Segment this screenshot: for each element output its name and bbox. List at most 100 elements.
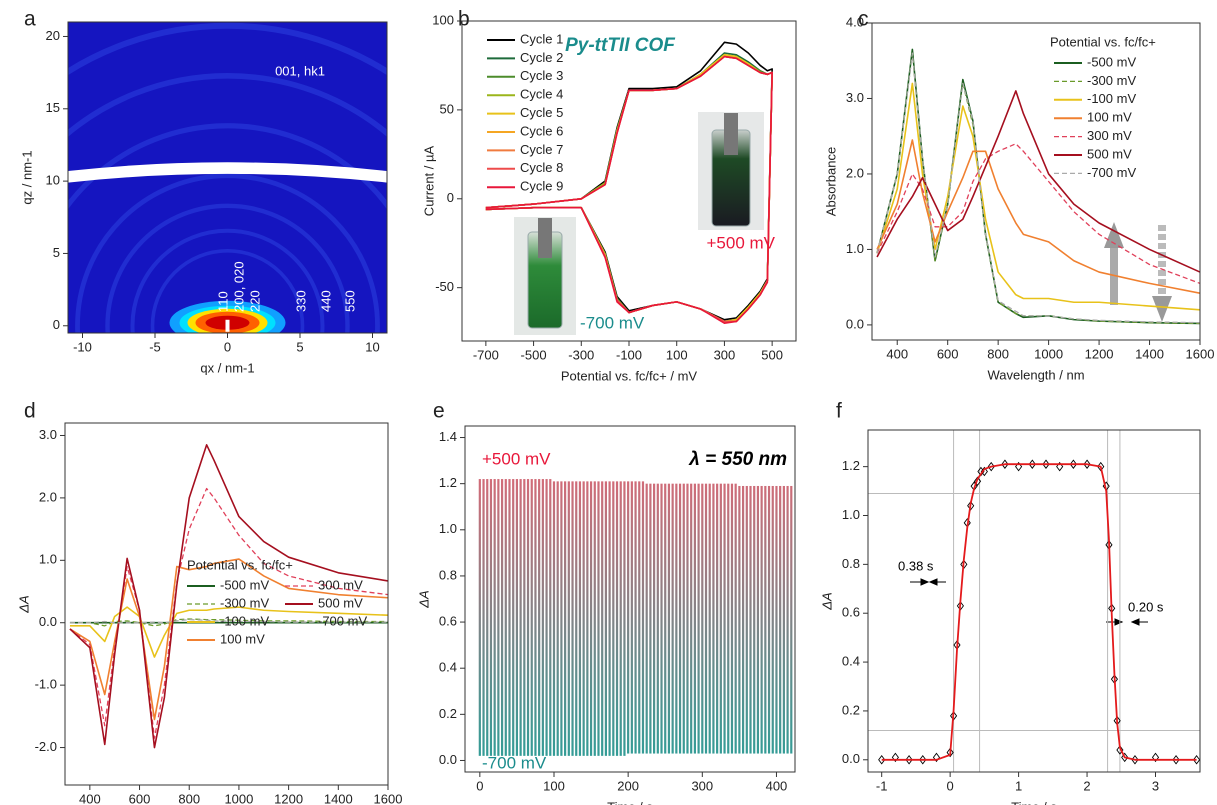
- cycle-bar: [564, 481, 567, 756]
- y-tick-label: 0.2: [439, 706, 457, 721]
- x-axis-label: Time / s: [1011, 799, 1057, 805]
- y-axis-label: ΔA: [16, 595, 31, 613]
- legend-label: -300 mV: [220, 595, 269, 610]
- y-tick-label: 0.4: [842, 654, 860, 669]
- cycle-bar: [690, 483, 693, 754]
- x-tick-label: 0: [947, 778, 954, 793]
- data-point: [919, 755, 927, 765]
- data-point: [1151, 752, 1160, 763]
- cycle-bar: [727, 483, 730, 754]
- scattering-ring: [68, 73, 387, 137]
- cycle-bar: [627, 481, 630, 754]
- legend-title: Potential vs. fc/fc+: [1050, 34, 1156, 49]
- cycle-bar: [619, 481, 622, 756]
- y-tick-label: -50: [435, 279, 454, 294]
- y-tick-label: 5: [53, 245, 60, 260]
- y-tick-label: 1.4: [439, 429, 457, 444]
- legend-label: -500 mV: [220, 577, 269, 592]
- beamstop: [225, 319, 230, 332]
- panel-letter: f: [836, 400, 842, 423]
- cycle-bar: [786, 485, 789, 754]
- plot-area: [478, 479, 793, 756]
- cycle-bar: [760, 485, 763, 754]
- y-tick-label: 100: [432, 12, 454, 27]
- x-tick-label: -100: [616, 347, 642, 362]
- data-point: [905, 755, 913, 765]
- y-tick-label: -1.0: [35, 677, 57, 692]
- cycle-bar: [771, 485, 774, 754]
- panel: 0 100 200 300 400 0.0 0.2 0.4 0.6 0.8 1.0 1.2 1.4 Tim…: [416, 400, 796, 805]
- legend-label: -300 mV: [1087, 73, 1136, 88]
- data-point: [1193, 755, 1200, 765]
- vial-photo: [514, 112, 764, 335]
- cycle-bar: [738, 485, 741, 754]
- y-tick-label: 0.8: [842, 556, 860, 571]
- y-tick-label: 1.0: [842, 507, 860, 522]
- y-tick-label: 0.2: [842, 702, 860, 717]
- cycle-bar: [730, 483, 734, 754]
- y-axis-label: Current / µA: [421, 146, 436, 217]
- cycle-bar: [526, 479, 530, 756]
- x-tick-label: 1200: [274, 791, 303, 805]
- series-line: [876, 143, 1200, 284]
- annotation: +500 mV: [706, 233, 775, 252]
- data-point: [1042, 459, 1050, 469]
- cycle-bar: [489, 479, 493, 756]
- plot-area: [69, 444, 388, 749]
- scattering-ring: [75, 173, 380, 333]
- cycle-bar: [775, 485, 778, 754]
- cycle-bar: [578, 481, 582, 756]
- legend-label: -500 mV: [1087, 54, 1136, 69]
- plot-frame: [464, 425, 796, 773]
- cycle-bar: [545, 479, 548, 756]
- cycle-bar: [530, 479, 533, 756]
- x-tick-label: -300: [568, 347, 594, 362]
- y-tick-label: 0: [53, 317, 60, 332]
- plot-frame: [871, 22, 1201, 341]
- x-tick-label: 1400: [1135, 346, 1164, 361]
- cycle-bar: [745, 485, 748, 754]
- cycle-bar: [782, 485, 785, 754]
- cycle-bar: [493, 479, 496, 756]
- annotation: 200, 020: [231, 261, 246, 312]
- panel: 400 600 800 1000 1200 1400 1600 -2.0 -1.0 0.0 1.0 2…: [16, 400, 402, 805]
- series-line: [876, 82, 1200, 311]
- panel-letter: d: [24, 400, 36, 423]
- y-tick-label: 1.2: [842, 458, 860, 473]
- y-tick-label: 0.6: [842, 605, 860, 620]
- y-tick-label: 3.0: [39, 427, 57, 442]
- cycle-bar: [667, 483, 671, 754]
- x-tick-label: -700: [473, 347, 499, 362]
- panel: -1 0 1 2 3 0.0 0.2 0.4 0.6 0.8 1.0 1.2 Time / s ΔA f 0.…: [819, 400, 1201, 805]
- legend-label: -700 mV: [318, 613, 367, 628]
- annotation: 0.20 s: [1128, 599, 1164, 614]
- data-point: [891, 752, 899, 763]
- cycle-bar: [712, 483, 715, 754]
- y-tick-label: -2.0: [35, 739, 57, 754]
- cycle-bar: [656, 483, 659, 754]
- x-tick-label: 1000: [224, 791, 253, 805]
- cycle-bar: [504, 479, 507, 756]
- y-tick-label: 2.0: [846, 165, 864, 180]
- annotation: +500 mV: [482, 449, 551, 468]
- cycle-bar: [753, 485, 756, 754]
- scattering-ring: [68, 123, 387, 210]
- y-tick-label: 1.0: [846, 241, 864, 256]
- cycle-bar: [767, 485, 771, 754]
- x-tick-label: 1600: [1186, 346, 1215, 361]
- cycle-bar: [764, 485, 767, 754]
- legend-label: Cycle 6: [520, 123, 563, 138]
- annotation: 001, hk1: [275, 63, 325, 78]
- cycle-bar: [478, 479, 481, 756]
- legend-label: 500 mV: [1087, 146, 1132, 161]
- x-tick-label: -5: [149, 339, 161, 354]
- cycle-bar: [660, 483, 663, 754]
- cycle-bar: [604, 481, 607, 756]
- x-axis-label: Wavelength / nm: [987, 367, 1084, 382]
- legend-label: Cycle 5: [520, 105, 563, 120]
- y-tick-label: 1.2: [439, 475, 457, 490]
- cycle-bar: [508, 479, 511, 756]
- cycle-bar: [682, 483, 685, 754]
- y-tick-label: 0.0: [39, 614, 57, 629]
- cycle-bar: [519, 479, 522, 756]
